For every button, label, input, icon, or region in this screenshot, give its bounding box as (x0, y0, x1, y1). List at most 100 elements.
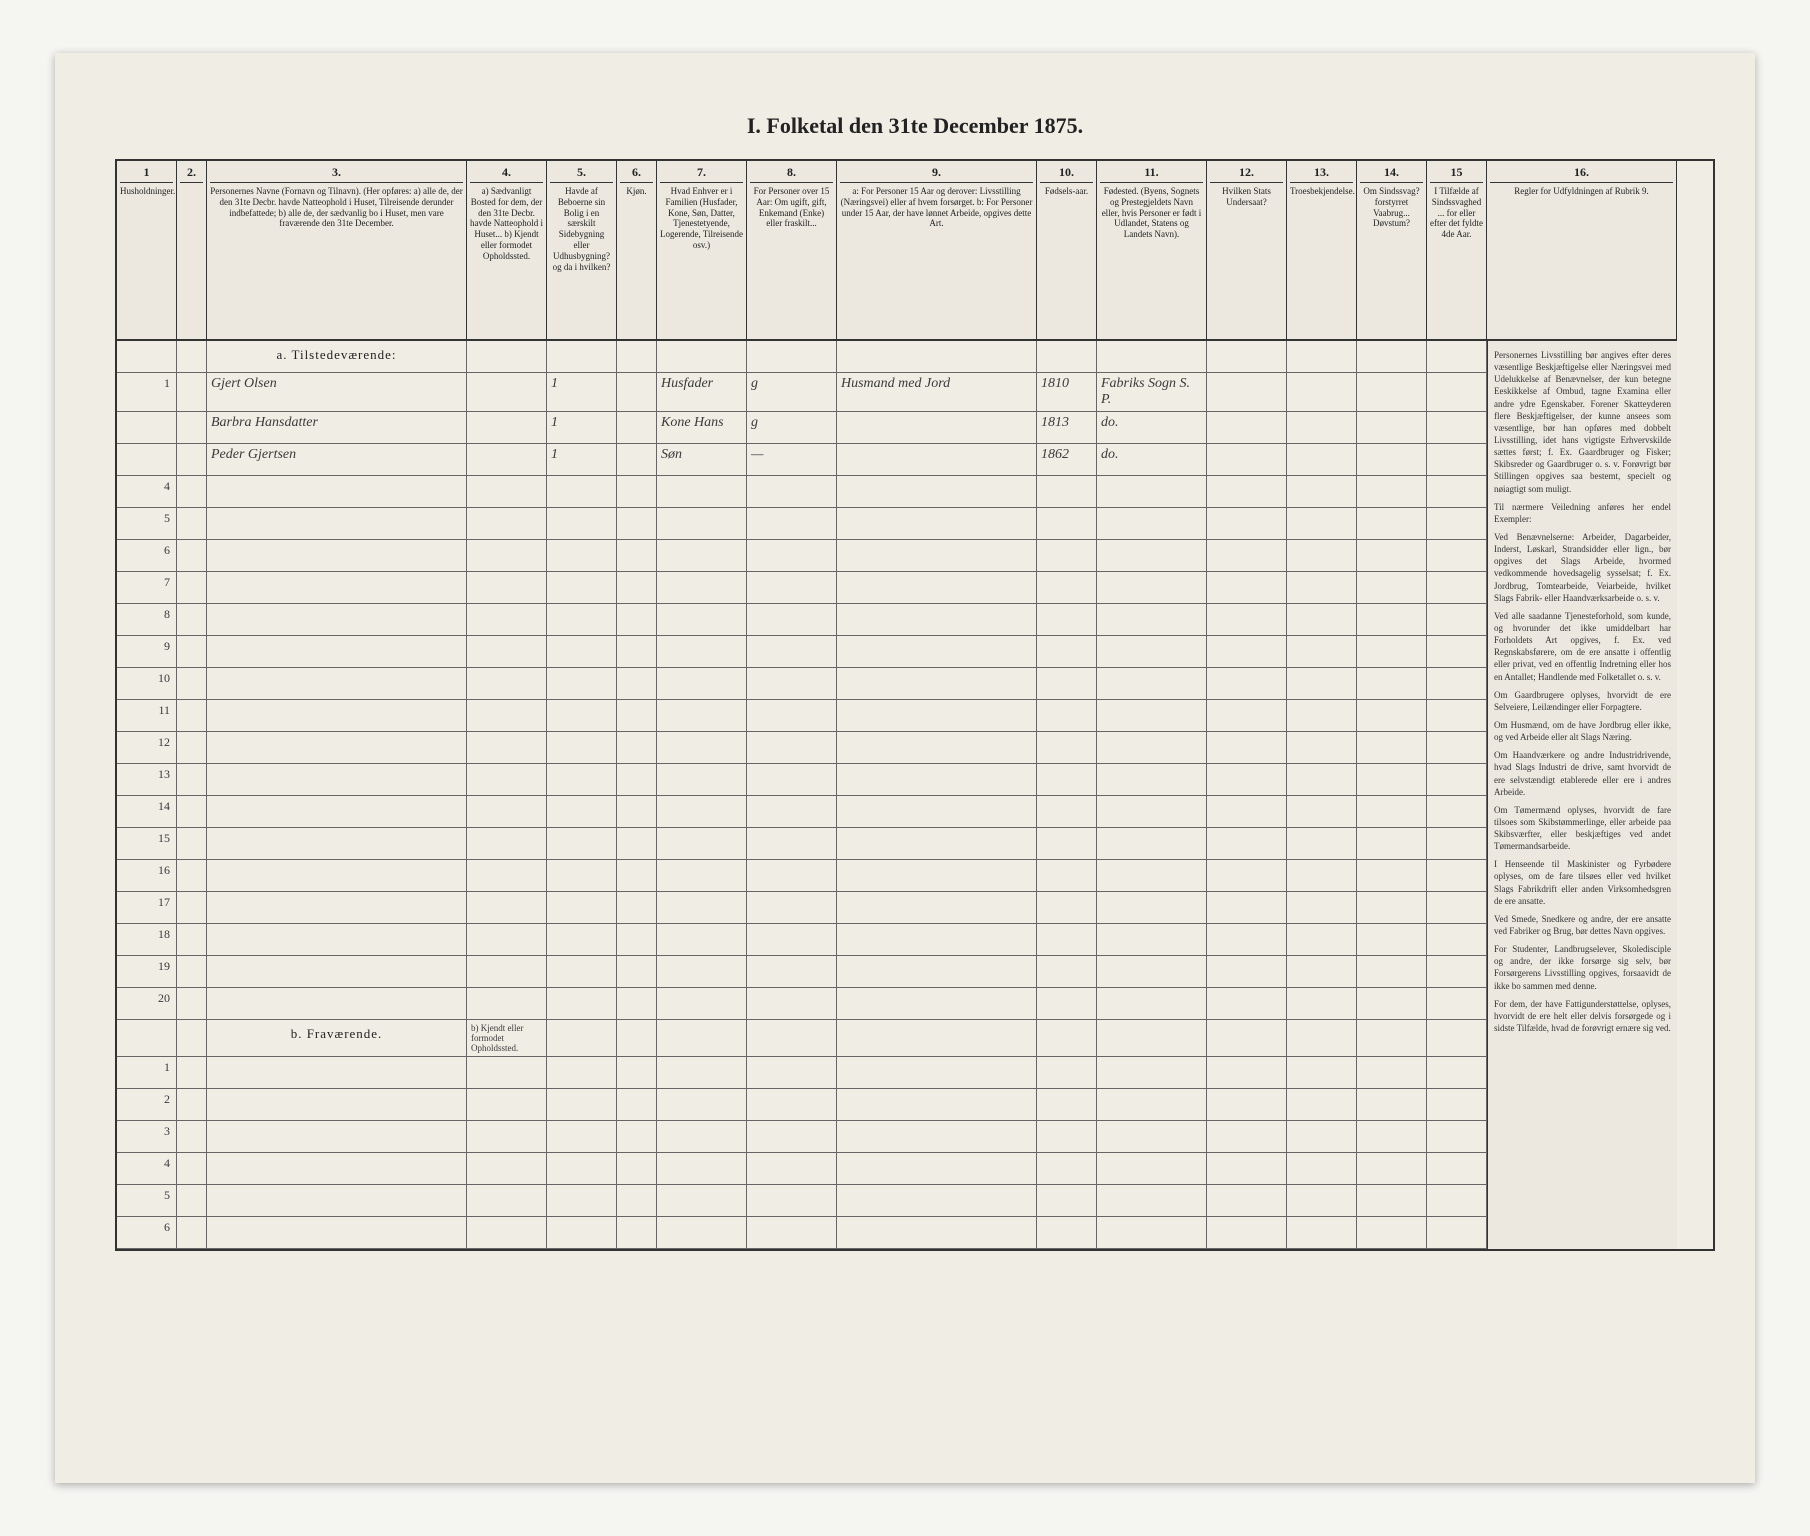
cell (617, 1057, 657, 1089)
cell: 12 (117, 732, 177, 764)
cell: 5 (117, 1185, 177, 1217)
cell (1037, 924, 1097, 956)
cell (657, 341, 747, 373)
cell (747, 956, 837, 988)
cell (177, 732, 207, 764)
cell: 16 (117, 860, 177, 892)
cell (1097, 700, 1207, 732)
col-header-8: 8.For Personer over 15 Aar: Om ugift, gi… (747, 161, 837, 341)
cell: 17 (117, 892, 177, 924)
cell (1287, 828, 1357, 860)
cell (117, 1020, 177, 1057)
cell (1287, 796, 1357, 828)
cell (1357, 732, 1427, 764)
cell (1427, 1057, 1487, 1089)
cell (1037, 828, 1097, 860)
cell (207, 476, 467, 508)
cell (617, 1020, 657, 1057)
cell (657, 1020, 747, 1057)
col-num: 11. (1100, 165, 1203, 183)
cell (837, 796, 1037, 828)
cell (657, 700, 747, 732)
col-text: Troesbekjendelse. (1290, 186, 1353, 197)
cell (837, 1020, 1037, 1057)
cell (747, 636, 837, 668)
cell (1357, 988, 1427, 1020)
cell (657, 508, 747, 540)
col-header-3: 3.Personernes Navne (Fornavn og Tilnavn)… (207, 161, 467, 341)
cell (1097, 828, 1207, 860)
cell (547, 341, 617, 373)
cell (1357, 700, 1427, 732)
cell (617, 508, 657, 540)
cell (837, 956, 1037, 988)
cell (117, 341, 177, 373)
cell (467, 700, 547, 732)
cell (617, 1217, 657, 1249)
cell (177, 444, 207, 476)
cell (1207, 1121, 1287, 1153)
cell (207, 764, 467, 796)
cell (1097, 988, 1207, 1020)
cell (207, 1185, 467, 1217)
cell (1207, 572, 1287, 604)
cell (1357, 604, 1427, 636)
cell (1097, 892, 1207, 924)
cell (1097, 732, 1207, 764)
cell: 5 (117, 508, 177, 540)
cell (617, 1121, 657, 1153)
cell (1287, 373, 1357, 412)
cell (1207, 860, 1287, 892)
cell (467, 732, 547, 764)
cell (1097, 604, 1207, 636)
cell (617, 1185, 657, 1217)
col-num: 13. (1290, 165, 1353, 183)
cell (1427, 604, 1487, 636)
cell (1427, 860, 1487, 892)
cell (1097, 341, 1207, 373)
cell (1427, 668, 1487, 700)
cell: Fabriks Sogn S. P. (1097, 373, 1207, 412)
cell (617, 700, 657, 732)
cell (177, 1020, 207, 1057)
col-num: 3. (210, 165, 463, 183)
cell (547, 668, 617, 700)
cell (1207, 700, 1287, 732)
cell (837, 572, 1037, 604)
cell (1097, 540, 1207, 572)
cell (1427, 373, 1487, 412)
cell (657, 1121, 747, 1153)
cell (1037, 732, 1097, 764)
cell (1427, 1185, 1487, 1217)
cell (1287, 476, 1357, 508)
cell (1037, 1217, 1097, 1249)
cell (117, 444, 177, 476)
instruction-para: Om Tømermænd oplyses, hvorvidt de fare t… (1494, 804, 1671, 853)
col-num: 10. (1040, 165, 1093, 183)
section-b-label: b. Fraværende. (207, 1020, 467, 1057)
col-header-16: 16.Regler for Udfyldningen af Rubrik 9. (1487, 161, 1677, 341)
cell (177, 1089, 207, 1121)
cell (617, 924, 657, 956)
col-text: Fødsels-aar. (1040, 186, 1093, 197)
cell (747, 1089, 837, 1121)
cell (1427, 1089, 1487, 1121)
cell: 6 (117, 1217, 177, 1249)
col-num: 4. (470, 165, 543, 183)
cell (1097, 476, 1207, 508)
col-text: Havde af Beboerne sin Bolig i en særskil… (550, 186, 613, 272)
col-num: 15 (1430, 165, 1483, 183)
cell (657, 572, 747, 604)
cell (207, 796, 467, 828)
cell (747, 572, 837, 604)
cell (1097, 860, 1207, 892)
cell (1427, 828, 1487, 860)
cell (1427, 476, 1487, 508)
cell (547, 1057, 617, 1089)
cell: 1 (547, 444, 617, 476)
cell (837, 860, 1037, 892)
cell (1207, 1153, 1287, 1185)
cell (1097, 764, 1207, 796)
cell (1287, 700, 1357, 732)
cell (1207, 828, 1287, 860)
